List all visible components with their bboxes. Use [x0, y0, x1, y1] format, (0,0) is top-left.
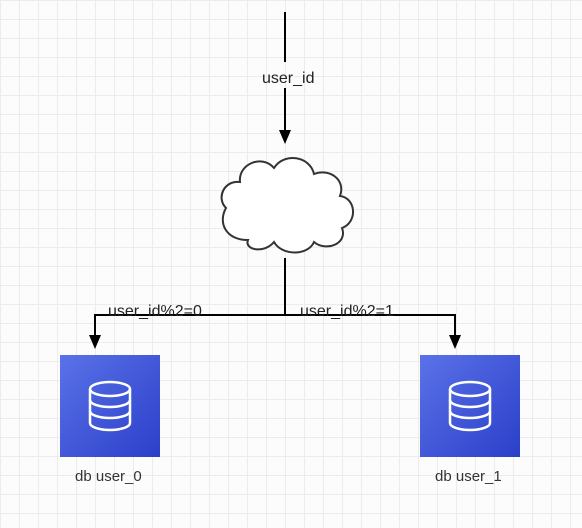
edge-db0-line — [95, 258, 285, 345]
db0-label: db user_0 — [75, 468, 142, 485]
edge-input-label: user_id — [262, 70, 314, 88]
diagram-canvas: user_id user_id%2=0 user_id%2=1 db user_… — [0, 0, 582, 528]
database-icon — [60, 355, 160, 457]
edge-db1-arrow — [449, 335, 461, 349]
db0-node — [60, 355, 160, 457]
db1-label: db user_1 — [435, 468, 502, 485]
db1-node — [420, 355, 520, 457]
edge-db0-arrow — [89, 335, 101, 349]
database-icon — [420, 355, 520, 457]
edge-db1-label: user_id%2=1 — [300, 303, 394, 321]
cloud-node — [210, 150, 360, 260]
edge-input-arrow — [279, 130, 291, 144]
edge-db0-label: user_id%2=0 — [108, 303, 202, 321]
